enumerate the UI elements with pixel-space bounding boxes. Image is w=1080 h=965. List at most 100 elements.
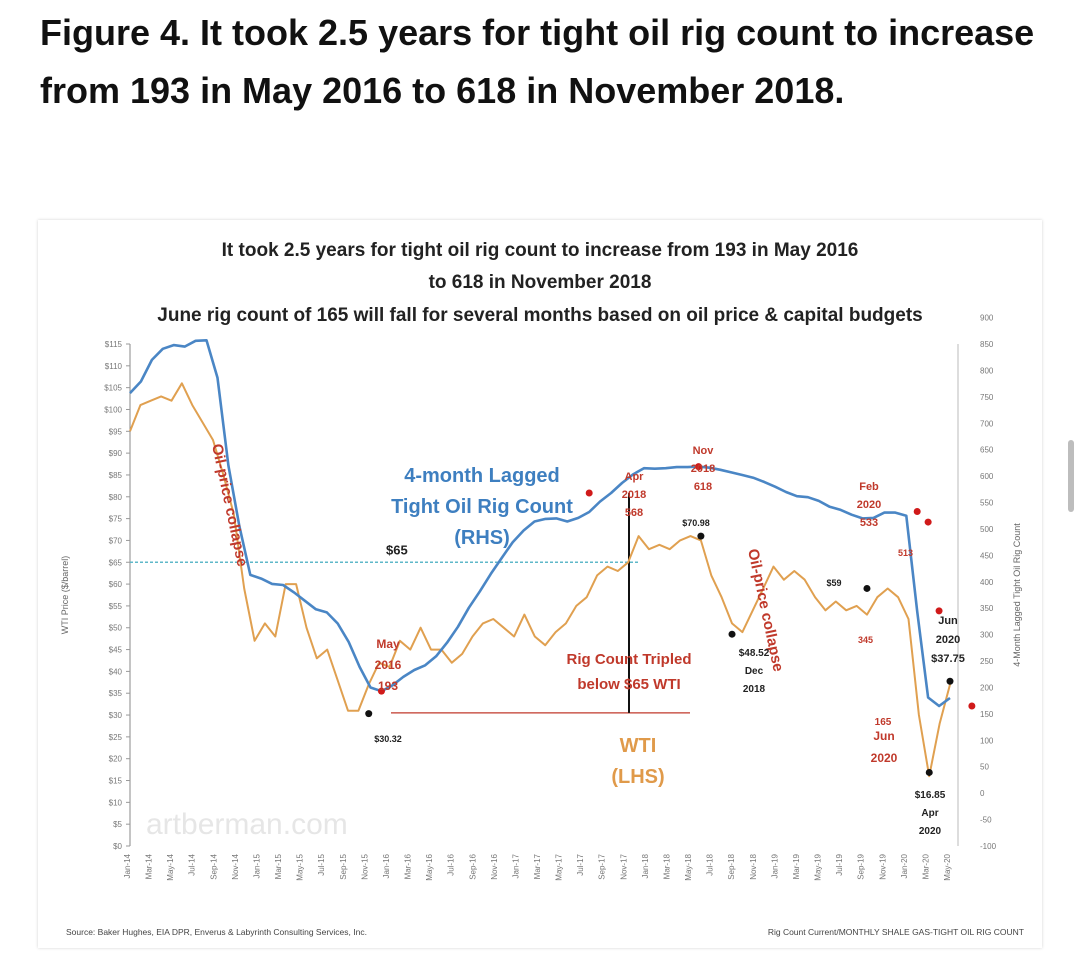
- left-tick-label: $85: [109, 471, 123, 480]
- x-tick-label: Jul-16: [447, 853, 456, 875]
- wti-label-7098: $70.98: [682, 518, 710, 528]
- left-tick-label: $115: [105, 340, 123, 349]
- rig-marker-345: [935, 607, 943, 615]
- x-tick-label: Jan-19: [770, 853, 779, 878]
- x-tick-label: Jan-15: [252, 853, 261, 878]
- rig-marker-568: [585, 489, 593, 497]
- right-tick-label: 600: [980, 472, 994, 481]
- x-tick-label: Sep-15: [339, 853, 348, 879]
- wti-label-59: $59: [826, 578, 841, 588]
- rig-count-note: Rig Count Current/MONTHLY SHALE GAS-TIGH…: [768, 927, 1024, 937]
- right-tick-label: 0: [980, 789, 985, 798]
- wti-label-4852: Dec: [745, 666, 764, 677]
- right-tick-label: 500: [980, 525, 994, 534]
- right-tick-label: 150: [980, 710, 994, 719]
- callout-may-2016: 193: [378, 679, 398, 693]
- wti-label-4852: $48.52: [739, 648, 770, 659]
- right-tick-label: 800: [980, 366, 994, 375]
- right-tick-label: 100: [980, 736, 994, 745]
- callout-may-2016: 2016: [375, 658, 402, 672]
- wti-series-label: WTI: [620, 735, 657, 757]
- left-tick-label: $30: [109, 711, 123, 720]
- right-tick-label: -50: [980, 816, 992, 825]
- x-tick-label: Sep-18: [727, 853, 736, 879]
- x-tick-label: May-16: [425, 853, 434, 880]
- x-tick-label: Jan-16: [382, 853, 391, 878]
- x-tick-label: Jan-17: [511, 853, 520, 878]
- callout-345: 345: [858, 635, 873, 645]
- wti-label-3775: 2020: [936, 634, 960, 646]
- left-tick-label: $25: [109, 733, 123, 742]
- wti-marker: [697, 532, 705, 540]
- left-tick-label: $90: [109, 449, 123, 458]
- left-tick-label: $100: [104, 405, 122, 414]
- x-tick-label: Jan-18: [641, 853, 650, 878]
- left-tick-label: $20: [109, 755, 123, 764]
- callout-may-2016: May: [376, 637, 400, 651]
- x-tick-label: Sep-17: [598, 853, 607, 879]
- wti-label-1685: $16.85: [915, 790, 946, 801]
- right-tick-label: 50: [980, 763, 989, 772]
- right-tick-label: 400: [980, 578, 994, 587]
- callout-nov-2018: Nov: [693, 445, 715, 457]
- callout-apr-2018: 568: [625, 507, 643, 519]
- x-tick-label: Mar-19: [792, 853, 801, 879]
- left-tick-label: $95: [109, 427, 123, 436]
- right-tick-label: -100: [980, 842, 997, 851]
- left-tick-label: $45: [109, 646, 123, 655]
- right-tick-label: 900: [980, 314, 994, 323]
- right-tick-label: 850: [980, 340, 994, 349]
- right-tick-label: 700: [980, 419, 994, 428]
- right-axis-label: 4-Month Lagged Tight Oil Rig Count: [1012, 523, 1022, 667]
- callout-apr-2018: Apr: [625, 471, 645, 483]
- x-tick-label: Nov-14: [231, 853, 240, 879]
- x-tick-label: Nov-17: [619, 853, 628, 879]
- callout-jun-2020-rig: Jun: [873, 729, 894, 743]
- left-tick-label: $60: [109, 580, 123, 589]
- rig-count-line: [129, 339, 951, 708]
- x-tick-label: May-15: [296, 853, 305, 880]
- tripled-label-2: below $65 WTI: [577, 676, 680, 693]
- x-tick-label: Nov-16: [490, 853, 499, 879]
- scrollbar-thumb[interactable]: [1068, 440, 1074, 512]
- wti-label-4852: 2018: [743, 684, 766, 695]
- chart-panel: It took 2.5 years for tight oil rig coun…: [38, 220, 1042, 948]
- wti-price-line: [129, 382, 951, 778]
- right-tick-label: 250: [980, 657, 994, 666]
- wti-marker: [728, 630, 736, 638]
- callout-feb-2020: Feb: [859, 481, 879, 493]
- wti-label-3032: $30.32: [374, 734, 402, 744]
- left-tick-label: $50: [109, 624, 123, 633]
- right-tick-label: 650: [980, 446, 994, 455]
- x-tick-label: Jan-20: [900, 853, 909, 878]
- x-tick-label: Mar-20: [921, 853, 930, 879]
- x-tick-label: Jul-15: [317, 853, 326, 875]
- chart-subtitle: June rig count of 165 will fall for seve…: [157, 305, 922, 326]
- wti-series-label: (LHS): [611, 766, 664, 788]
- tripled-label-1: Rig Count Tripled: [567, 651, 692, 668]
- x-tick-label: Jul-14: [188, 853, 197, 875]
- x-tick-label: Mar-16: [404, 853, 413, 879]
- x-tick-label: Sep-19: [857, 853, 866, 879]
- right-tick-label: 350: [980, 604, 994, 613]
- callout-feb-2020: 2020: [857, 499, 881, 511]
- rig-series-label: 4-month Lagged: [404, 465, 560, 487]
- x-tick-label: May-19: [814, 853, 823, 880]
- left-tick-label: $0: [113, 842, 122, 851]
- x-tick-label: Jul-17: [576, 853, 585, 875]
- callout-apr-2018: 2018: [622, 489, 646, 501]
- chart-title-line-1: It took 2.5 years for tight oil rig coun…: [222, 240, 859, 261]
- x-tick-label: Mar-14: [145, 853, 154, 879]
- wti-marker: [925, 768, 933, 776]
- x-tick-label: May-18: [684, 853, 693, 880]
- left-tick-label: $55: [109, 602, 123, 611]
- left-tick-label: $10: [109, 798, 123, 807]
- wti-label-3775: Jun: [938, 615, 958, 627]
- x-tick-label: May-17: [555, 853, 564, 880]
- left-tick-label: $110: [105, 362, 123, 371]
- left-tick-label: $70: [109, 536, 123, 545]
- rig-marker-165: [968, 702, 976, 710]
- wti-marker: [946, 677, 954, 685]
- right-tick-label: 200: [980, 683, 994, 692]
- wti-marker: [365, 710, 373, 718]
